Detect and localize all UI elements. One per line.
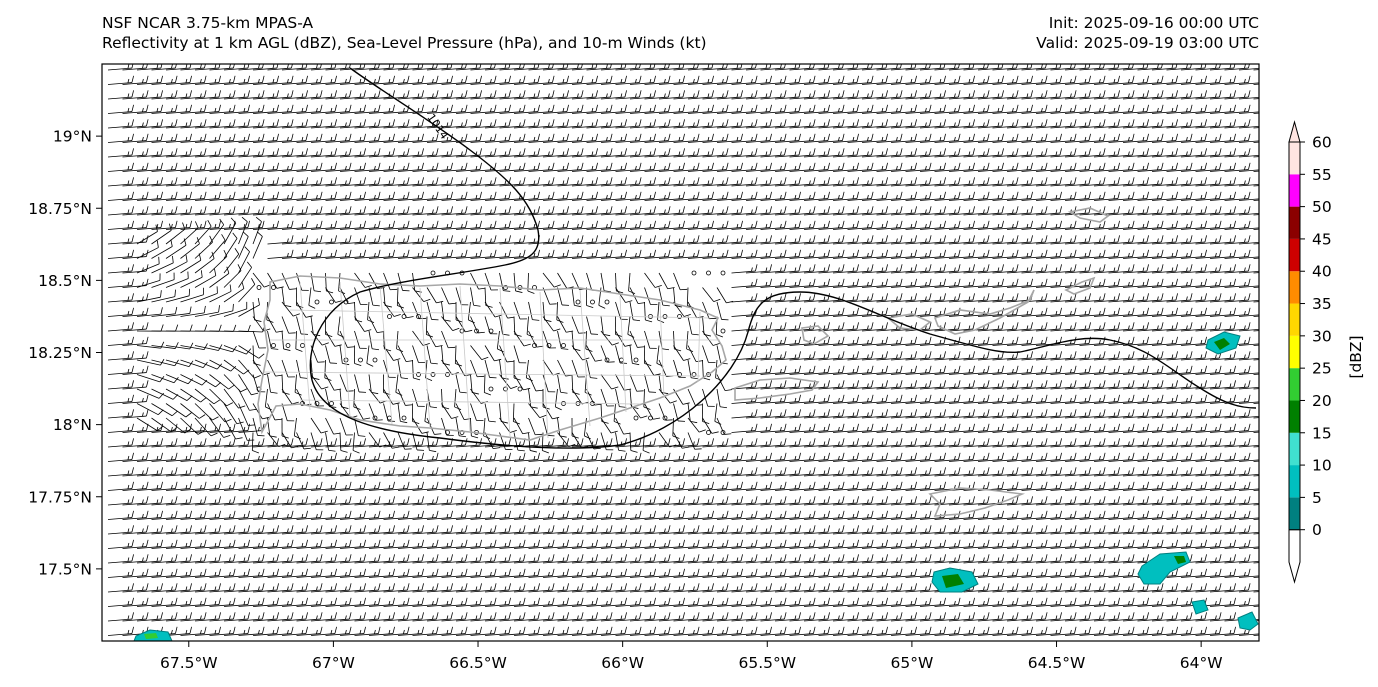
lat-tick-label: 19°N — [53, 128, 92, 146]
lat-tick-label: 18.25°N — [28, 344, 92, 362]
colorbar-segment — [1289, 368, 1300, 400]
colorbar-tick-label: 35 — [1312, 295, 1332, 313]
colorbar-tick-label: 10 — [1312, 457, 1332, 475]
lon-tick-label: 66°W — [601, 654, 644, 672]
lon-tick-label: 66.5°W — [449, 654, 507, 672]
colorbar-segment — [1289, 336, 1300, 368]
colorbar-extend-low — [1289, 530, 1300, 582]
lat-tick-label: 18.75°N — [28, 200, 92, 218]
colorbar-label: [dBZ] — [1347, 335, 1365, 378]
colorbar-tick-label: 55 — [1312, 166, 1332, 184]
colorbar-tick-label: 60 — [1312, 134, 1332, 152]
colorbar-segment — [1289, 497, 1300, 529]
colorbar-segment — [1289, 174, 1300, 206]
lat-tick-label: 17.5°N — [38, 560, 92, 578]
echo-southwest-core — [144, 633, 158, 639]
colorbar-segment — [1289, 271, 1300, 303]
colorbar-segment — [1289, 142, 1300, 174]
lat-tick-label: 18°N — [53, 416, 92, 434]
map-background — [102, 64, 1259, 641]
reflectivity-colorbar: 0 5 10 15 20 25 30 35 40 45 50 55 60 — [1289, 122, 1332, 582]
longitude-axis: 67.5°W 67°W 66.5°W 66°W 65.5°W 65°W 64.5°W 64°W — [160, 641, 1223, 672]
lon-tick-label: 67°W — [312, 654, 355, 672]
lon-tick-label: 67.5°W — [160, 654, 218, 672]
colorbar-tick-label: 50 — [1312, 198, 1332, 216]
colorbar-extend-high — [1289, 122, 1300, 142]
colorbar-tick-label: 0 — [1312, 521, 1322, 539]
colorbar-segment — [1289, 207, 1300, 239]
lon-tick-label: 64.5°W — [1028, 654, 1086, 672]
colorbar-tick-label: 15 — [1312, 424, 1332, 442]
lon-tick-label: 65°W — [890, 654, 933, 672]
colorbar-segment — [1289, 433, 1300, 465]
colorbar-tick-label: 20 — [1312, 392, 1332, 410]
colorbar-tick-label: 25 — [1312, 360, 1332, 378]
latitude-axis: 19°N 18.75°N 18.5°N 18.25°N 18°N 17.75°N 17.5°… — [28, 128, 102, 579]
colorbar-tick-label: 30 — [1312, 327, 1332, 345]
colorbar-segment — [1289, 400, 1300, 432]
colorbar-segment — [1289, 465, 1300, 497]
colorbar-tick-label: 45 — [1312, 230, 1332, 248]
lon-tick-label: 64°W — [1180, 654, 1223, 672]
colorbar-tick-label: 40 — [1312, 263, 1332, 281]
lat-tick-label: 17.75°N — [28, 488, 92, 506]
lat-tick-label: 18.5°N — [38, 272, 92, 290]
colorbar-tick-label: 5 — [1312, 489, 1322, 507]
colorbar-segment — [1289, 239, 1300, 271]
colorbar-segment — [1289, 304, 1300, 336]
lon-tick-label: 65.5°W — [738, 654, 796, 672]
